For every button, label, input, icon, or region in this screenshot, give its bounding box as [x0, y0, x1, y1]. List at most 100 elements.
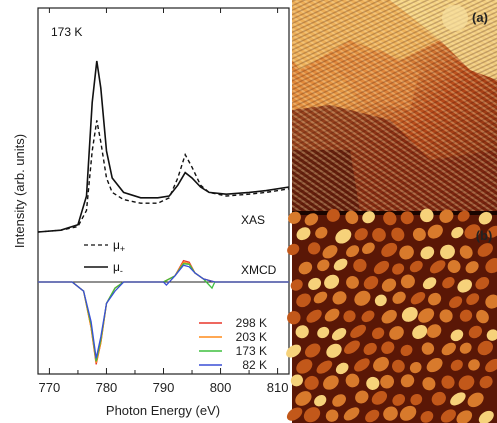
- stm-island: [412, 227, 426, 241]
- stm-island: [307, 242, 321, 255]
- stm-island: [442, 277, 455, 289]
- stm-island: [381, 309, 397, 324]
- temperature-label: 173 K: [51, 25, 82, 39]
- stm-island: [464, 224, 481, 239]
- legend-label: 298 K: [236, 316, 267, 330]
- stm-island: [295, 391, 312, 406]
- stm-island: [298, 261, 313, 275]
- stm-island: [380, 374, 395, 389]
- stm-island: [306, 309, 322, 323]
- stm-island: [373, 260, 390, 275]
- stm-island: [363, 342, 377, 355]
- stm-island: [429, 260, 446, 274]
- stm-island: [381, 278, 397, 292]
- stm-island: [418, 308, 435, 323]
- stm-island: [290, 374, 303, 387]
- stm-island: [440, 244, 455, 260]
- stm-island: [317, 259, 330, 272]
- stm-island: [296, 227, 311, 241]
- stm-island: [479, 375, 493, 389]
- y-axis-label: Intensity (arb. units): [12, 134, 27, 248]
- stm-island: [354, 290, 371, 306]
- stm-island: [485, 258, 497, 274]
- stm-island: [412, 325, 428, 339]
- stm-island: [343, 407, 360, 421]
- stm-island: [286, 344, 302, 358]
- stm-island: [451, 227, 464, 239]
- stm-island: [303, 407, 321, 423]
- stm-island: [400, 274, 415, 289]
- x-axis-ticks: 770 780 790 800 810: [39, 8, 289, 395]
- stm-island: [335, 229, 352, 244]
- stm-island: [354, 358, 370, 372]
- stm-island: [381, 341, 395, 354]
- stm-island: [440, 409, 456, 423]
- stm-island: [323, 375, 339, 390]
- stm-island: [427, 224, 443, 239]
- stm-island: [371, 391, 388, 405]
- stm-island: [456, 410, 473, 423]
- stm-island: [326, 208, 340, 222]
- stm-island: [381, 242, 398, 257]
- stm-island: [485, 294, 497, 309]
- stm-image-b-islands: [286, 208, 497, 423]
- stm-island: [286, 407, 303, 421]
- xas-mu-minus-line: [37, 60, 290, 233]
- stm-island: [362, 211, 375, 224]
- stm-island: [346, 245, 360, 258]
- stm-island: [399, 245, 414, 260]
- stm-island: [373, 356, 389, 372]
- stm-island: [290, 279, 303, 291]
- mu-minus-label: μ-: [113, 260, 123, 276]
- x-tick-label: 810: [267, 380, 289, 395]
- stm-island: [371, 327, 385, 340]
- stm-island: [392, 263, 405, 275]
- stm-island: [410, 292, 426, 305]
- stm-island: [304, 343, 321, 358]
- mu-plus-label: μ+: [113, 238, 125, 254]
- stm-island: [316, 360, 333, 374]
- stm-island: [333, 258, 348, 271]
- stm-island: [304, 213, 319, 226]
- stm-island: [365, 409, 380, 423]
- stm-island: [457, 210, 470, 222]
- stm-island: [450, 392, 466, 406]
- stm-island: [374, 294, 387, 307]
- stm-island: [420, 208, 434, 223]
- stm-island: [332, 394, 346, 407]
- stm-island: [422, 377, 436, 391]
- stm-island: [383, 211, 397, 226]
- stm-island: [304, 375, 319, 390]
- stm-island: [400, 211, 414, 225]
- x-tick-label: 770: [39, 380, 61, 395]
- stm-island: [400, 344, 413, 357]
- stm-island: [422, 277, 437, 290]
- stm-island: [295, 325, 309, 339]
- stm-island: [353, 258, 367, 272]
- x-tick-label: 800: [210, 380, 232, 395]
- x-axis-label: Photon Energy (eV): [106, 403, 220, 418]
- stm-island: [287, 311, 301, 325]
- image-a-label: (a): [472, 10, 488, 25]
- stm-island: [410, 393, 423, 406]
- stm-island: [449, 296, 463, 309]
- xas-mu-plus-line: [37, 120, 290, 233]
- legend-label: 203 K: [236, 330, 267, 344]
- stm-island: [457, 279, 472, 293]
- stm-island: [420, 246, 435, 260]
- stm-island: [325, 409, 339, 422]
- stm-island: [362, 242, 375, 255]
- stm-island: [431, 391, 446, 406]
- stm-island: [345, 210, 359, 225]
- stm-island: [459, 309, 473, 322]
- stm-island: [383, 406, 398, 421]
- stm-island: [466, 293, 480, 305]
- xmcd-series: [38, 259, 289, 365]
- stm-island: [478, 410, 494, 423]
- stm-island: [363, 276, 379, 290]
- stm-island: [391, 227, 405, 242]
- stm-island: [345, 373, 360, 388]
- stm-island: [324, 274, 340, 289]
- stm-island: [392, 359, 405, 373]
- stm-island: [313, 291, 328, 304]
